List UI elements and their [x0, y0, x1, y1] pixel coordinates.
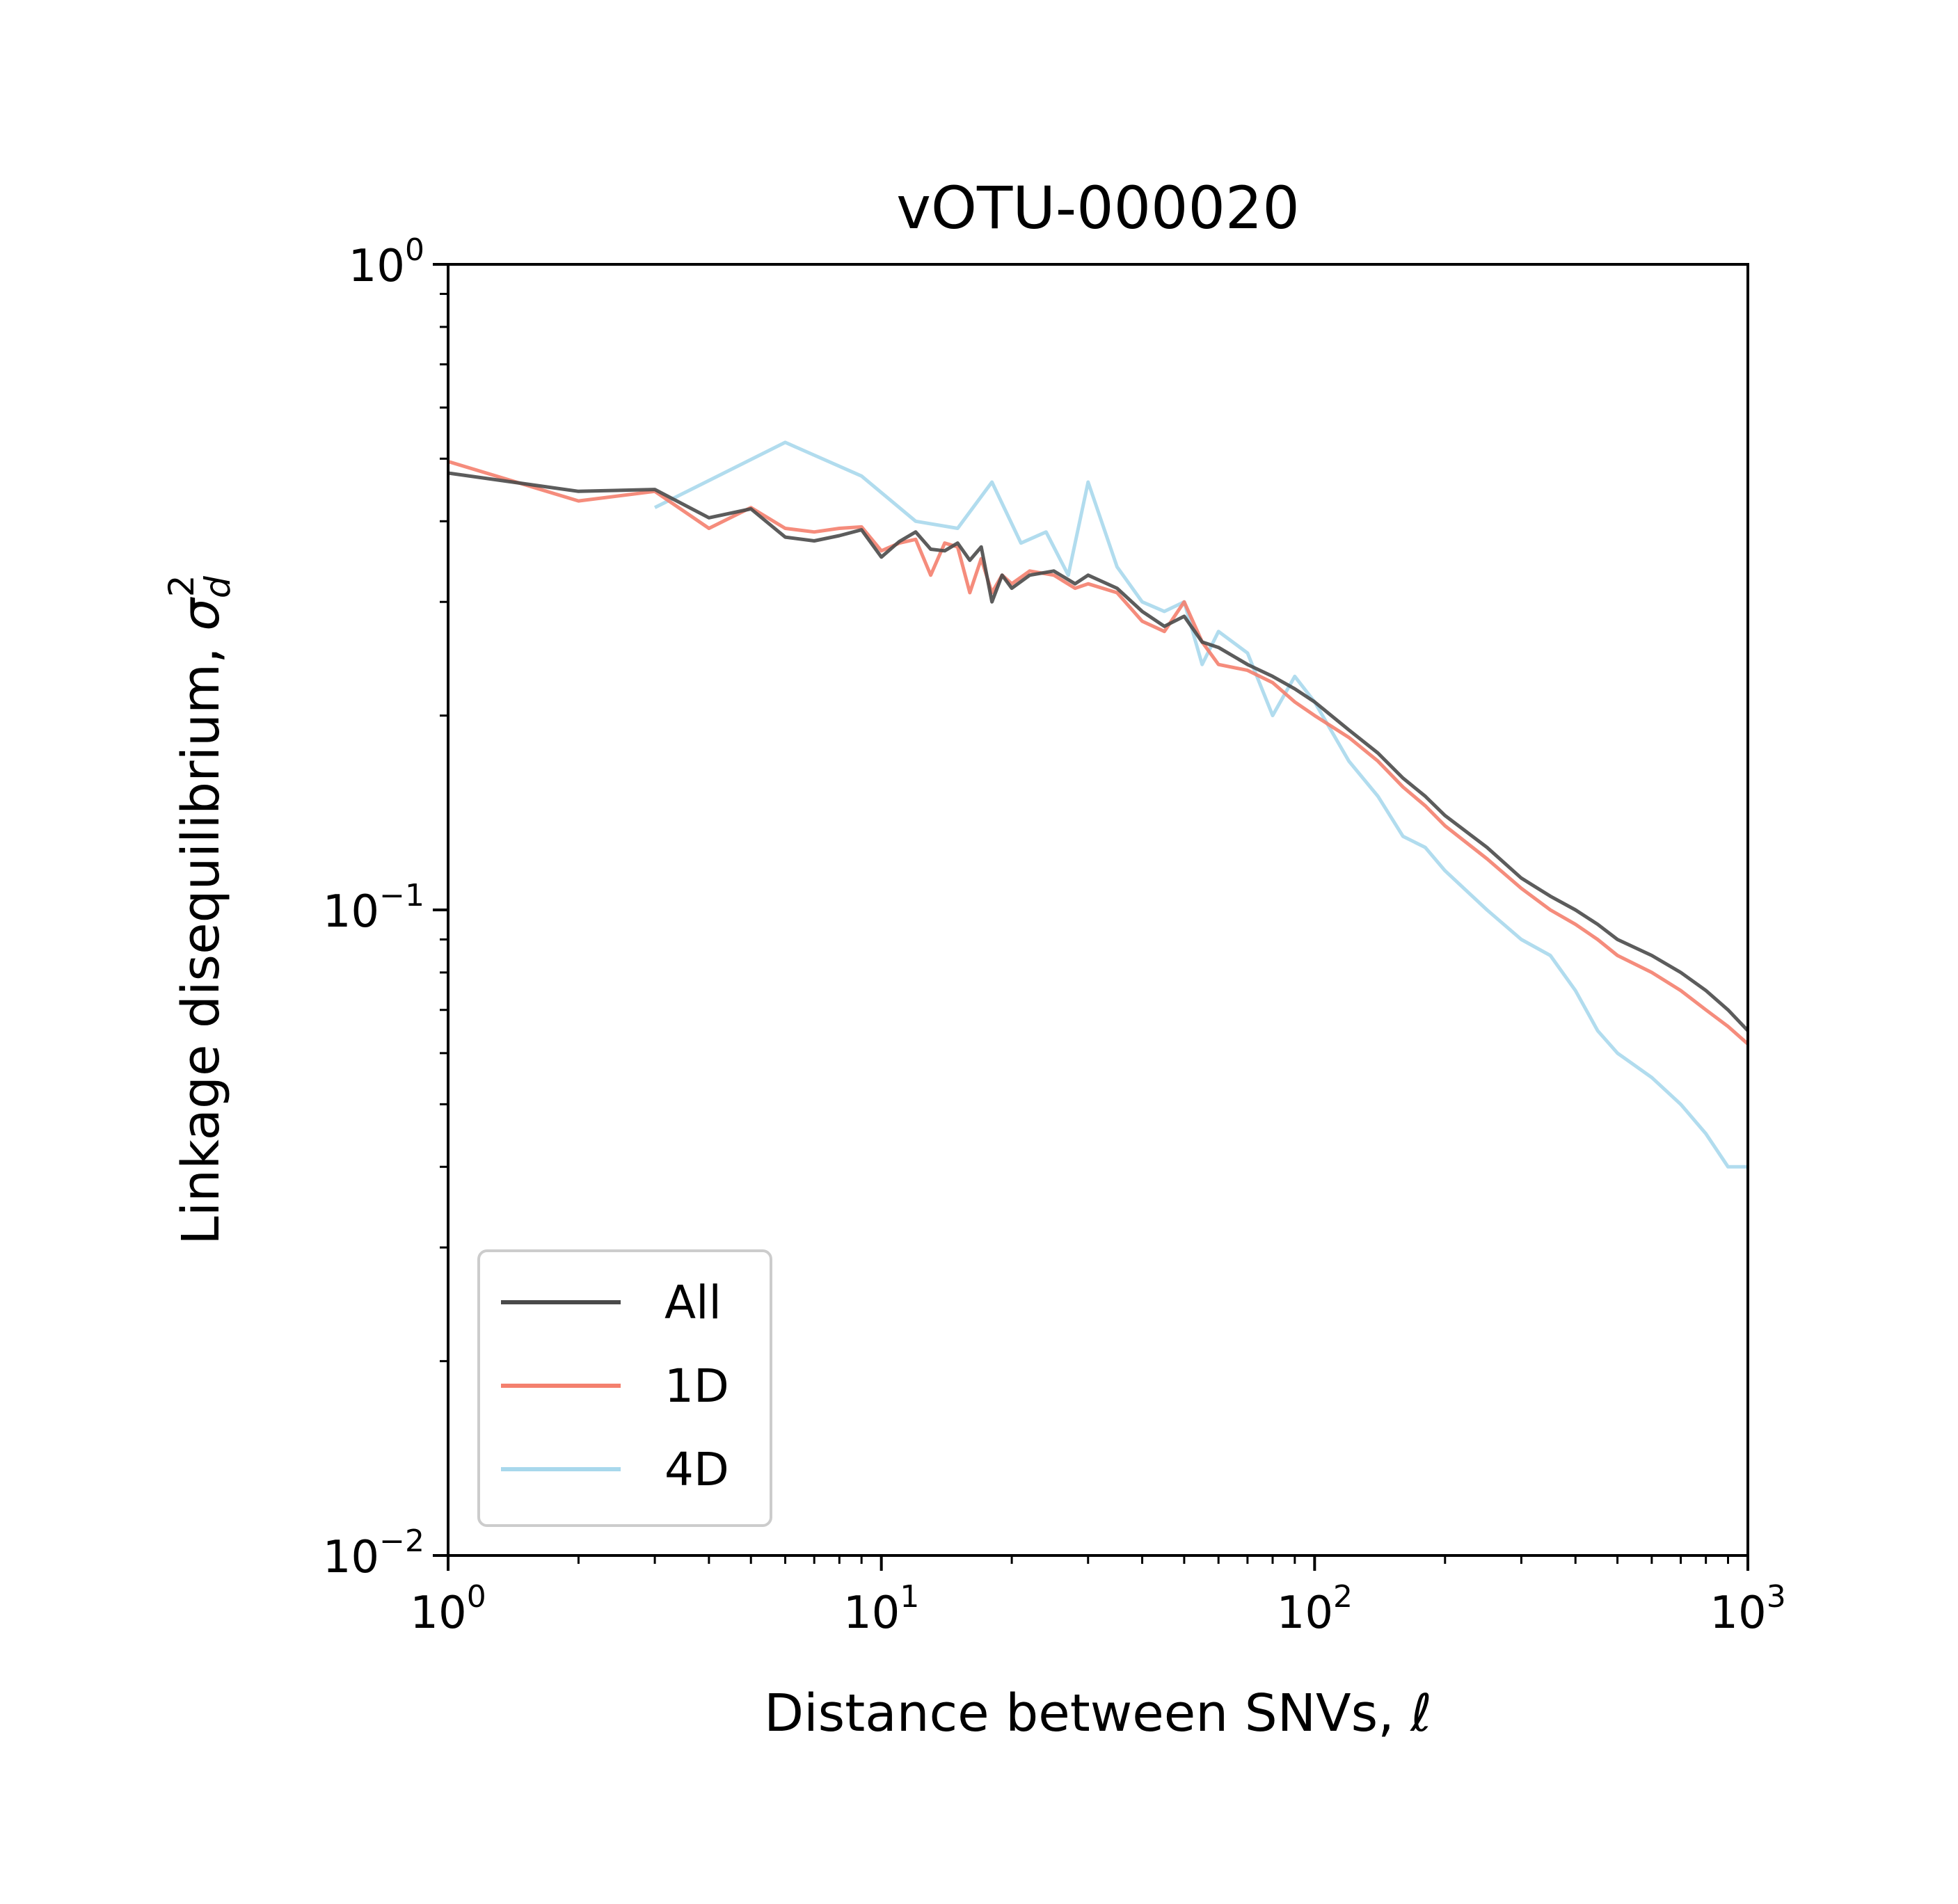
x-axis-label: Distance between SNVs, ℓ: [764, 1683, 1432, 1743]
y-axis-label-symbol: σ: [171, 597, 231, 631]
x-tick-label: 103: [1710, 1579, 1785, 1639]
x-tick-label: 100: [410, 1579, 486, 1639]
legend: All 1D 4D: [477, 1249, 772, 1527]
series-layer: [448, 440, 1748, 1169]
x-tick-label: 102: [1277, 1579, 1353, 1639]
legend-label-1d: 1D: [664, 1359, 729, 1413]
series-line-4d: [653, 440, 1748, 1169]
tick-labels: 100 101 102 103 10−2 10−1 100: [323, 232, 1786, 1639]
series-line-all: [448, 471, 1748, 1032]
legend-label-all: All: [664, 1276, 722, 1329]
major-ticks: [433, 263, 1749, 1571]
y-axis-label: Linkage disequilibrium, σd2: [161, 575, 238, 1245]
y-tick-label: 10−1: [323, 878, 424, 938]
y-axis-label-subscript: d: [198, 576, 238, 598]
series-line-1d: [448, 460, 1748, 1046]
legend-label-4d: 4D: [664, 1443, 729, 1496]
plot-frame: [447, 263, 1749, 1557]
y-tick-label: 10−2: [323, 1523, 424, 1583]
x-tick-label: 101: [843, 1579, 919, 1639]
y-axis-label-prefix: Linkage disequilibrium,: [171, 631, 231, 1245]
y-tick-label: 100: [349, 232, 424, 292]
legend-box: [477, 1249, 772, 1527]
chart-title: vOTU-000020: [896, 174, 1300, 242]
y-axis-label-superscript: 2: [161, 575, 202, 597]
